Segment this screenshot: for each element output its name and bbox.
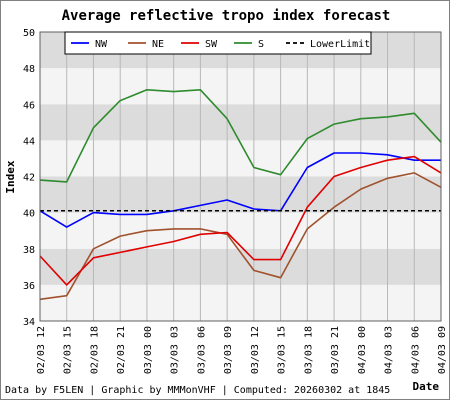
x-tick-4: 03/03 00 — [143, 326, 154, 374]
y-tick-38: 38 — [23, 245, 35, 256]
x-tick-15: 04/03 09 — [437, 326, 448, 374]
y-tick-42: 42 — [23, 173, 35, 184]
series-line-nw — [39, 152, 441, 228]
band-40-42 — [40, 176, 441, 213]
legend-label-sw: SW — [205, 39, 218, 50]
x-tick-14: 04/03 06 — [410, 326, 421, 374]
legend-label-ne: NE — [152, 39, 164, 50]
legend-label-s: S — [258, 39, 264, 50]
x-tick-11: 03/03 21 — [330, 326, 341, 374]
x-axis-label: Date — [413, 380, 440, 393]
series-lines — [39, 89, 442, 301]
y-tick-36: 36 — [23, 281, 35, 292]
legend-box — [64, 31, 372, 55]
series-line-sw — [39, 155, 442, 286]
x-tick-1: 02/03 15 — [63, 326, 74, 374]
x-tick-6: 03/03 06 — [196, 326, 207, 374]
y-tick-48: 48 — [23, 64, 35, 75]
y-tick-44: 44 — [23, 136, 35, 147]
band-38-40 — [40, 212, 441, 249]
series-line-ne — [39, 172, 442, 301]
y-tick-46: 46 — [23, 100, 35, 111]
background-bands — [40, 32, 441, 321]
x-tick-7: 03/03 09 — [223, 326, 234, 374]
y-tick-labels: 34 36 38 40 42 44 46 48 50 — [23, 28, 35, 328]
series-line-s — [39, 89, 442, 183]
y-axis-label: Index — [4, 160, 17, 193]
footer-credits: Data by F5LEN | Graphic by MMMonVHF | Co… — [5, 385, 390, 396]
y-tick-50: 50 — [23, 28, 35, 39]
y-tick-34: 34 — [23, 317, 35, 328]
band-44-46 — [40, 104, 441, 141]
x-tick-10: 03/03 18 — [303, 326, 314, 374]
chart-title: Average reflective tropo index forecast — [62, 8, 391, 24]
x-tick-9: 03/03 15 — [277, 326, 288, 374]
x-tick-5: 03/03 03 — [170, 326, 181, 374]
x-tick-0: 02/03 12 — [36, 326, 47, 374]
band-42-44 — [40, 140, 441, 177]
x-tick-labels: 02/03 12 02/03 15 02/03 18 02/03 21 03/03 00… — [36, 326, 448, 374]
band-46-48 — [40, 68, 441, 105]
x-tick-3: 02/03 21 — [116, 326, 127, 374]
band-34-36 — [40, 284, 441, 321]
band-36-38 — [40, 248, 441, 285]
x-tick-2: 02/03 18 — [89, 326, 100, 374]
legend: NW NE SW S LowerLimit — [64, 31, 372, 55]
legend-label-nw: NW — [95, 39, 108, 50]
y-tick-40: 40 — [23, 209, 35, 220]
x-tick-13: 04/03 03 — [384, 326, 395, 374]
legend-label-lowerlimit: LowerLimit — [310, 39, 370, 50]
x-tick-8: 03/03 12 — [250, 326, 261, 374]
x-tick-12: 04/03 00 — [357, 326, 368, 374]
